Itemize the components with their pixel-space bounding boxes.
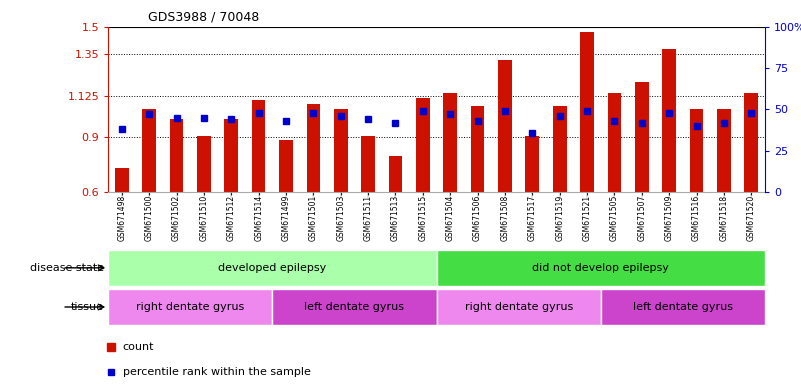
Text: GDS3988 / 70048: GDS3988 / 70048 (148, 10, 260, 23)
Bar (437, 289, 601, 325)
Bar (170, 119, 183, 192)
Bar (361, 136, 375, 192)
Text: GSM671516: GSM671516 (692, 195, 701, 241)
Bar (580, 32, 594, 192)
Bar (334, 109, 348, 192)
Bar (272, 289, 437, 325)
Text: GSM671509: GSM671509 (665, 195, 674, 241)
Text: right dentate gyrus: right dentate gyrus (136, 302, 244, 312)
Bar (252, 100, 265, 192)
Text: did not develop epilepsy: did not develop epilepsy (533, 263, 669, 273)
Text: right dentate gyrus: right dentate gyrus (465, 302, 573, 312)
Bar (388, 156, 402, 192)
Text: GSM671512: GSM671512 (227, 195, 235, 241)
Text: GSM671510: GSM671510 (199, 195, 208, 241)
Bar (498, 60, 512, 192)
Bar (717, 109, 731, 192)
Text: disease state: disease state (30, 263, 104, 273)
Text: GSM671514: GSM671514 (254, 195, 264, 241)
Bar (662, 49, 676, 192)
Bar (224, 119, 238, 192)
Bar (525, 136, 539, 192)
Text: GSM671521: GSM671521 (582, 195, 592, 241)
Bar (553, 106, 566, 192)
Bar (280, 140, 293, 192)
Text: GSM671500: GSM671500 (145, 195, 154, 241)
Text: GSM671515: GSM671515 (418, 195, 428, 241)
Bar (471, 106, 485, 192)
Text: count: count (123, 341, 154, 352)
Text: GSM671511: GSM671511 (364, 195, 372, 241)
Text: GSM671499: GSM671499 (281, 195, 291, 241)
Text: GSM671504: GSM671504 (445, 195, 455, 241)
Bar (690, 109, 703, 192)
Bar (108, 250, 437, 286)
Bar (197, 136, 211, 192)
Text: tissue: tissue (71, 302, 104, 312)
Bar (444, 93, 457, 192)
Text: left dentate gyrus: left dentate gyrus (633, 302, 733, 312)
Bar (744, 93, 758, 192)
Text: GSM671519: GSM671519 (555, 195, 564, 241)
Text: GSM671501: GSM671501 (309, 195, 318, 241)
Text: GSM671506: GSM671506 (473, 195, 482, 241)
Bar (608, 93, 622, 192)
Bar (108, 289, 272, 325)
Bar (437, 250, 765, 286)
Text: GSM671518: GSM671518 (719, 195, 728, 241)
Bar (635, 82, 649, 192)
Text: GSM671505: GSM671505 (610, 195, 619, 241)
Text: developed epilepsy: developed epilepsy (218, 263, 327, 273)
Text: GSM671517: GSM671517 (528, 195, 537, 241)
Text: GSM671502: GSM671502 (172, 195, 181, 241)
Text: GSM671503: GSM671503 (336, 195, 345, 241)
Text: left dentate gyrus: left dentate gyrus (304, 302, 405, 312)
Text: percentile rank within the sample: percentile rank within the sample (123, 366, 311, 377)
Text: GSM671513: GSM671513 (391, 195, 400, 241)
Bar (416, 98, 429, 192)
Text: GSM671507: GSM671507 (638, 195, 646, 241)
Text: GSM671498: GSM671498 (117, 195, 127, 241)
Bar (307, 104, 320, 192)
Bar (143, 109, 156, 192)
Text: GSM671520: GSM671520 (747, 195, 756, 241)
Bar (601, 289, 765, 325)
Text: GSM671508: GSM671508 (501, 195, 509, 241)
Bar (115, 168, 129, 192)
